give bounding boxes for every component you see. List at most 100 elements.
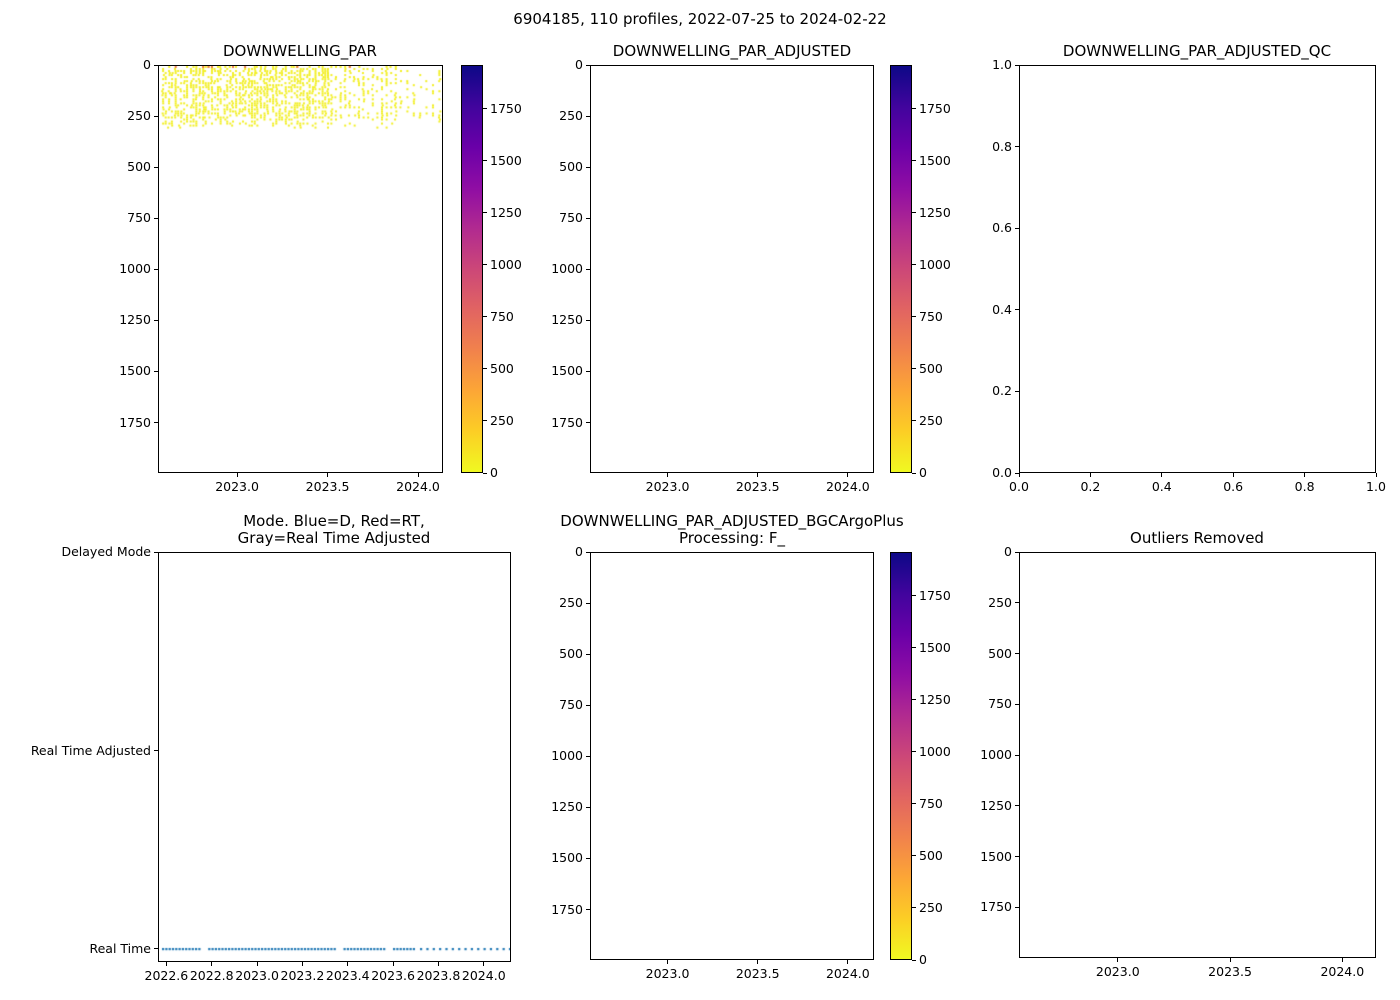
x-tick-mark — [757, 960, 759, 964]
y-tick-label: 1750 — [551, 901, 583, 917]
colorbar-tick-mark — [912, 647, 916, 649]
y-tick-mark — [586, 857, 590, 859]
y-tick-label: 750 — [127, 210, 151, 226]
plot-bgcargoplus — [590, 552, 874, 960]
colorbar-tick-label: 0 — [490, 465, 498, 480]
x-tick-mark — [757, 473, 759, 477]
y-tick-label: 1750 — [980, 899, 1012, 915]
colorbar-tick-label: 1250 — [490, 204, 522, 220]
y-tick-label: 1500 — [551, 363, 583, 379]
x-tick-label: 2023.5 — [735, 479, 780, 494]
colorbar-tick-mark — [912, 212, 916, 214]
y-tick-mark — [1015, 146, 1019, 148]
y-tick-mark — [1015, 602, 1019, 604]
plot-downwelling-par-adjusted-qc — [1019, 65, 1376, 473]
title-downwelling-par: DOWNWELLING_PAR — [223, 42, 377, 60]
title-downwelling-par-adjusted: DOWNWELLING_PAR_ADJUSTED — [612, 42, 852, 60]
y-tick-mark — [154, 948, 158, 950]
colorbar-tick-label: 1000 — [919, 256, 951, 272]
y-tick-label: 1000 — [551, 261, 583, 277]
y-tick-label: 1250 — [551, 312, 583, 328]
x-tick-label: 2023.6 — [371, 968, 415, 983]
x-tick-label: 2023.0 — [235, 968, 279, 983]
y-tick-label: 1250 — [980, 797, 1012, 813]
y-tick-label: 0 — [143, 57, 151, 72]
y-tick-label: 750 — [559, 697, 583, 713]
colorbar-tick-mark — [483, 212, 487, 214]
colorbar-tick-mark — [912, 264, 916, 266]
colorbar-tick-label: 1750 — [919, 100, 951, 116]
x-tick-label: 0.0 — [1009, 479, 1029, 494]
colorbar-tick-label: 1000 — [490, 256, 522, 272]
y-tick-mark — [1015, 906, 1019, 908]
y-tick-mark — [586, 217, 590, 219]
colorbar-tick-label: 1500 — [919, 639, 951, 655]
x-tick-label: 2024.0 — [461, 968, 506, 983]
y-tick-mark — [586, 370, 590, 372]
colorbar-tick-mark — [912, 907, 916, 909]
x-tick-label: 2023.5 — [305, 479, 350, 494]
colorbar-tick-label: 0 — [919, 952, 927, 967]
y-tick-label: 750 — [559, 210, 583, 226]
y-tick-label: 1750 — [551, 414, 583, 430]
title-downwelling-par-adjusted-qc: DOWNWELLING_PAR_ADJUSTED_QC — [1062, 42, 1332, 60]
y-tick-label: 1500 — [119, 363, 151, 379]
y-tick-mark — [1015, 64, 1019, 66]
y-tick-label: 1000 — [980, 747, 1012, 762]
x-tick-mark — [847, 473, 849, 477]
x-tick-label: 2022.8 — [189, 968, 234, 983]
x-tick-label: 2023.0 — [215, 479, 259, 494]
colorbar-tick-label: 1750 — [919, 587, 951, 603]
x-tick-mark — [211, 962, 213, 966]
plot-mode — [158, 552, 511, 962]
y-tick-mark — [1015, 754, 1019, 756]
x-tick-label: 0.6 — [1223, 479, 1244, 494]
colorbar-tick-label: 1500 — [919, 152, 951, 168]
y-tick-label: 1500 — [551, 850, 583, 866]
x-tick-label: 2023.4 — [325, 968, 370, 983]
y-tick-label: 250 — [559, 595, 583, 611]
x-tick-mark — [667, 960, 669, 964]
colorbar-downwelling-par — [461, 65, 483, 473]
y-tick-label: 250 — [988, 594, 1012, 610]
x-tick-mark — [165, 962, 167, 966]
y-tick-mark — [586, 909, 590, 911]
y-category-label: Real Time Adjusted — [30, 742, 151, 758]
x-tick-mark — [1089, 473, 1091, 477]
y-tick-mark — [586, 268, 590, 270]
downwelling-par-scatter-points — [159, 66, 442, 472]
mode-real-time-dots — [159, 553, 510, 961]
x-tick-mark — [256, 962, 258, 966]
x-tick-mark — [1375, 473, 1377, 477]
x-tick-mark — [392, 962, 394, 966]
y-tick-mark — [1015, 653, 1019, 654]
y-tick-mark — [154, 750, 158, 752]
x-tick-mark — [1018, 473, 1020, 477]
y-tick-label: 750 — [988, 696, 1012, 712]
y-tick-mark — [1015, 856, 1019, 857]
x-tick-label: 2023.5 — [1208, 964, 1252, 979]
colorbar-tick-mark — [483, 264, 487, 266]
y-tick-label: 0.0 — [992, 465, 1012, 480]
y-tick-mark — [586, 704, 590, 706]
x-tick-label: 2024.0 — [1320, 964, 1365, 979]
colorbar-tick-mark — [912, 959, 916, 961]
y-category-label: Real Time — [89, 940, 151, 956]
y-tick-mark — [154, 551, 158, 553]
colorbar-downwelling-par-adjusted — [890, 65, 912, 473]
colorbar-tick-label: 1250 — [919, 204, 951, 220]
y-tick-mark — [1015, 551, 1019, 553]
x-tick-label: 1.0 — [1366, 479, 1386, 494]
x-tick-mark — [1232, 473, 1234, 477]
x-tick-label: 0.8 — [1294, 479, 1315, 494]
colorbar-tick-label: 0 — [919, 465, 927, 480]
colorbar-tick-mark — [912, 855, 916, 857]
colorbar-tick-label: 500 — [919, 847, 943, 863]
y-tick-label: 1.0 — [992, 57, 1012, 72]
y-tick-mark — [154, 64, 158, 66]
colorbar-tick-label: 750 — [919, 795, 943, 811]
y-tick-label: 1500 — [980, 848, 1012, 864]
y-tick-mark — [1015, 390, 1019, 392]
y-tick-label: 1000 — [119, 261, 151, 277]
